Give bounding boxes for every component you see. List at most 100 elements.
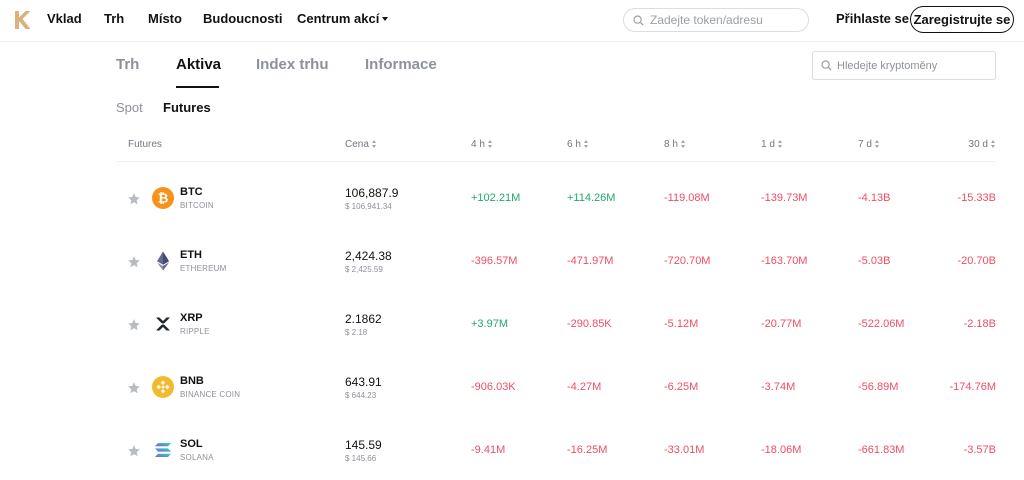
- coin-symbol: BTC: [180, 186, 203, 198]
- search-icon: [821, 60, 832, 71]
- value-1d: -163.70M: [761, 255, 808, 267]
- crypto-search-input[interactable]: [837, 58, 987, 74]
- value-8h: -6.25M: [664, 381, 699, 393]
- value-4h: -9.41M: [471, 444, 506, 456]
- active-tab-indicator: [176, 86, 219, 88]
- kucoin-logo-icon[interactable]: [12, 9, 32, 31]
- value-4h: +3.97M: [471, 318, 508, 330]
- token-search-input[interactable]: [650, 12, 800, 28]
- value-30d: -2.18B: [963, 318, 996, 330]
- subtab-futures[interactable]: Futures: [163, 100, 211, 115]
- value-7d: -661.83M: [858, 444, 905, 456]
- col-6h[interactable]: 6 h: [567, 139, 589, 150]
- nav-spot[interactable]: Místo: [148, 11, 182, 26]
- col-4h[interactable]: 4 h: [471, 139, 493, 150]
- table-row[interactable]: ₿ BTC BITCOIN 106,887.9 $ 106,941.34 +10…: [116, 166, 996, 229]
- star-icon[interactable]: [127, 318, 141, 332]
- sort-icon: [371, 140, 377, 149]
- price-usd: $ 106,941.34: [345, 202, 392, 211]
- value-1d: -20.77M: [761, 318, 802, 330]
- star-icon[interactable]: [127, 255, 141, 269]
- crypto-search[interactable]: [812, 51, 996, 80]
- nav-deposit[interactable]: Vklad: [47, 11, 82, 26]
- register-button[interactable]: Zaregistrujte se: [910, 6, 1014, 33]
- tab-assets[interactable]: Aktiva: [176, 56, 222, 73]
- sort-icon: [991, 140, 996, 149]
- value-6h: -471.97M: [567, 255, 614, 267]
- bitcoin-icon: ₿: [152, 187, 174, 209]
- token-search[interactable]: [623, 8, 809, 32]
- col-8h[interactable]: 8 h: [664, 139, 686, 150]
- sort-icon: [583, 140, 589, 149]
- price: 2,424.38: [345, 249, 392, 263]
- value-8h: -720.70M: [664, 255, 711, 267]
- value-7d: -5.03B: [858, 255, 891, 267]
- col-7d-label: 7 d: [858, 139, 872, 150]
- value-30d: -3.57B: [963, 444, 996, 456]
- value-7d: -4.13B: [858, 192, 891, 204]
- nav-market[interactable]: Trh: [104, 11, 125, 26]
- table-row[interactable]: BNB BINANCE COIN 643.91 $ 644.23 -906.03…: [116, 355, 996, 418]
- sort-icon: [874, 140, 880, 149]
- col-price[interactable]: Cena: [345, 139, 377, 150]
- price-usd: $ 145.66: [345, 454, 377, 463]
- sort-icon: [487, 140, 493, 149]
- price: 643.91: [345, 375, 382, 389]
- col-8h-label: 8 h: [664, 139, 678, 150]
- value-30d: -15.33B: [957, 192, 996, 204]
- table-row[interactable]: SOL SOLANA 145.59 $ 145.66 -9.41M -16.25…: [116, 418, 996, 480]
- login-link[interactable]: Přihlaste se: [836, 11, 909, 26]
- col-4h-label: 4 h: [471, 139, 485, 150]
- tab-information[interactable]: Informace: [365, 56, 437, 73]
- coin-name: ETHEREUM: [180, 264, 227, 273]
- value-7d: -56.89M: [858, 381, 899, 393]
- value-8h: -119.08M: [664, 192, 710, 204]
- table-row[interactable]: ETH ETHEREUM 2,424.38 $ 2,425.59 -396.57…: [116, 229, 996, 292]
- col-1d[interactable]: 1 d: [761, 139, 783, 150]
- caret-down-icon: [382, 17, 389, 21]
- col-30d-label: 30 d: [968, 139, 988, 150]
- tab-market[interactable]: Trh: [116, 56, 140, 73]
- price: 106,887.9: [345, 186, 399, 200]
- price: 2.1862: [345, 312, 382, 326]
- value-1d: -3.74M: [761, 381, 796, 393]
- tab-market-index[interactable]: Index trhu: [256, 56, 329, 73]
- price-usd: $ 644.23: [345, 391, 377, 400]
- table-header: Futures Cena 4 h 6 h 8 h 1 d 7 d 30 d: [116, 130, 996, 162]
- table-row[interactable]: XRP RIPPLE 2.1862 $ 2.18 +3.97M -290.85K…: [116, 292, 996, 355]
- navbar-divider: [0, 41, 1024, 42]
- value-30d: -174.76M: [949, 381, 996, 393]
- col-price-label: Cena: [345, 139, 369, 150]
- star-icon[interactable]: [127, 192, 141, 206]
- coin-name: BITCOIN: [180, 201, 214, 210]
- coin-symbol: SOL: [180, 438, 203, 450]
- value-6h: +114.26M: [567, 192, 616, 204]
- col-7d[interactable]: 7 d: [858, 139, 880, 150]
- coin-name: SOLANA: [180, 453, 214, 462]
- nav-futures[interactable]: Budoucnosti: [203, 11, 283, 26]
- col-6h-label: 6 h: [567, 139, 581, 150]
- sort-icon: [777, 140, 783, 149]
- value-1d: -18.06M: [761, 444, 802, 456]
- nav-activity-center-label: Centrum akcí: [297, 11, 380, 26]
- value-4h: -906.03K: [471, 381, 516, 393]
- price-usd: $ 2,425.59: [345, 265, 383, 274]
- price: 145.59: [345, 438, 382, 452]
- xrp-icon: [156, 317, 170, 331]
- col-futures: Futures: [128, 139, 162, 150]
- col-30d[interactable]: 30 d: [969, 139, 996, 150]
- value-4h: +102.21M: [471, 192, 521, 204]
- coin-symbol: XRP: [180, 312, 203, 324]
- value-1d: -139.73M: [761, 192, 808, 204]
- nav-activity-center[interactable]: Centrum akcí: [297, 11, 389, 26]
- coin-symbol: ETH: [180, 249, 202, 261]
- value-30d: -20.70B: [957, 255, 996, 267]
- value-4h: -396.57M: [471, 255, 518, 267]
- coin-name: RIPPLE: [180, 327, 210, 336]
- star-icon[interactable]: [127, 444, 141, 458]
- star-icon[interactable]: [127, 381, 141, 395]
- subtab-spot[interactable]: Spot: [116, 100, 143, 115]
- bnb-icon: [152, 376, 174, 398]
- col-1d-label: 1 d: [761, 139, 775, 150]
- svg-text:₿: ₿: [158, 192, 169, 207]
